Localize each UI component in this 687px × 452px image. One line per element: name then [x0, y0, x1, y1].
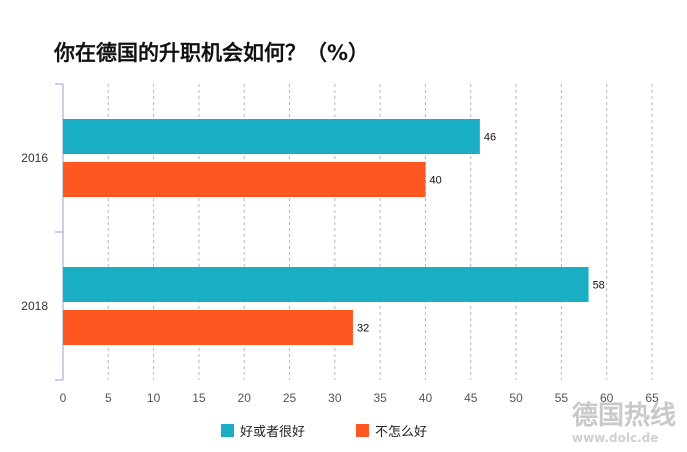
x-tick-label: 40 [419, 391, 433, 405]
category-labels: 2016 2018 [21, 151, 48, 313]
legend-label: 不怎么好 [375, 425, 427, 440]
bar [63, 162, 426, 197]
watermark-logo: 德国热线 [572, 401, 676, 431]
legend-label: 好或者很好 [240, 425, 305, 440]
x-tick-label: 20 [238, 391, 252, 405]
watermark-url: www.dolc.de [572, 431, 658, 445]
x-tick-label: 5 [105, 391, 112, 405]
data-label: 40 [429, 175, 441, 187]
legend-swatch [356, 424, 369, 437]
data-label: 46 [484, 132, 496, 144]
category-label: 2016 [21, 151, 48, 165]
data-label: 32 [357, 323, 369, 335]
bar [63, 310, 353, 345]
legend: 好或者很好 不怎么好 [221, 424, 427, 440]
x-tick-label: 15 [192, 391, 206, 405]
x-tick-label: 55 [555, 391, 569, 405]
data-label: 58 [593, 280, 605, 292]
category-label: 2018 [21, 299, 48, 313]
chart-title: 你在德国的升职机会如何？（%） [53, 41, 369, 65]
x-tick-label: 10 [147, 391, 161, 405]
axes [55, 83, 64, 381]
x-tick-label: 60 [600, 391, 614, 405]
x-tick-label: 35 [373, 391, 387, 405]
x-tick-label: 50 [509, 391, 523, 405]
x-tick-label: 30 [328, 391, 342, 405]
bar [63, 267, 589, 302]
x-tick-label: 45 [464, 391, 478, 405]
x-tick-label: 65 [645, 391, 659, 405]
legend-swatch [221, 424, 234, 437]
bars: 46 40 58 32 [63, 119, 605, 345]
x-tick-label: 25 [283, 391, 297, 405]
bar [63, 119, 480, 154]
x-tick-label: 0 [60, 391, 67, 405]
x-tick-labels: 0 5 10 15 20 25 30 35 40 45 50 55 60 65 [60, 391, 659, 405]
watermark: 德国热线 www.dolc.de [572, 401, 676, 445]
